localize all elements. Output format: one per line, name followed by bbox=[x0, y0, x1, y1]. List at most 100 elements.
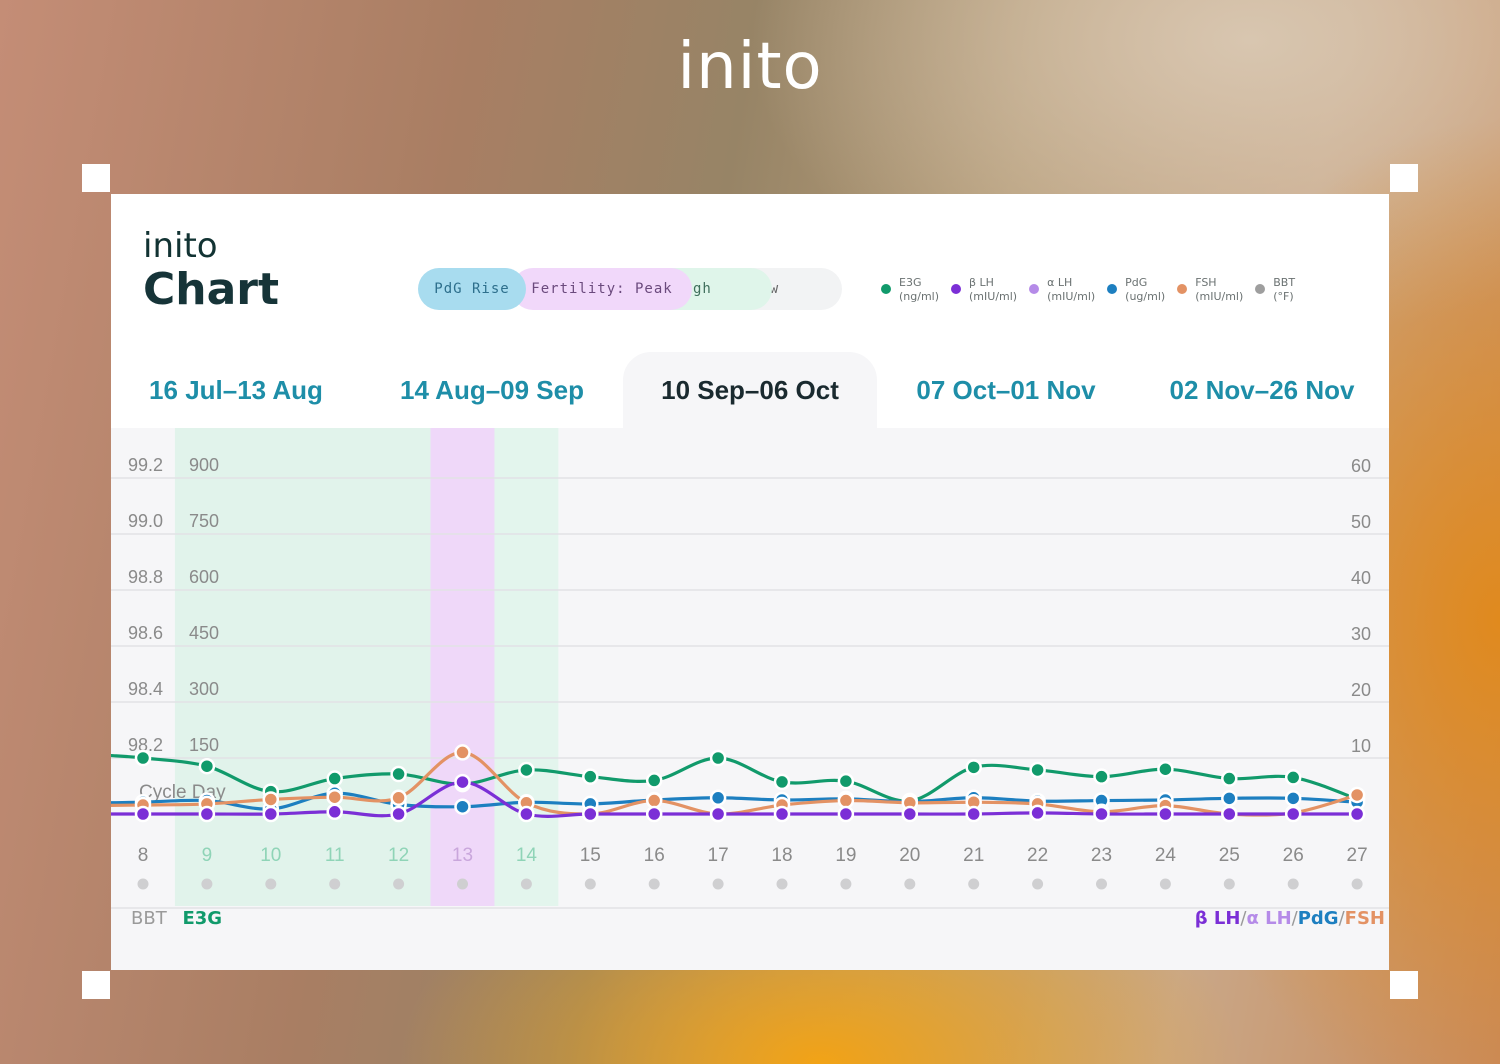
data-point-lh bbox=[837, 805, 855, 823]
data-point-e3g bbox=[198, 757, 216, 775]
cycle-day-label: 9 bbox=[202, 845, 213, 866]
bbt-point bbox=[1223, 878, 1235, 890]
cycle-day-label: 21 bbox=[963, 845, 984, 866]
bbt-point bbox=[520, 878, 532, 890]
data-point-fsh bbox=[454, 744, 471, 761]
data-point-lh bbox=[901, 805, 919, 823]
cycle-day-label: 22 bbox=[1027, 845, 1048, 866]
right-tick-label: 30 bbox=[1351, 624, 1371, 644]
bbt-point bbox=[648, 878, 660, 890]
data-point-e3g bbox=[837, 772, 855, 790]
data-point-lh bbox=[709, 805, 727, 823]
data-point-e3g bbox=[773, 773, 791, 791]
cycle-day-label: 25 bbox=[1219, 845, 1240, 866]
e3g-tick-label: 600 bbox=[189, 567, 219, 587]
legend-dot-icon bbox=[1177, 284, 1188, 294]
bbt-tick-label: 98.2 bbox=[128, 735, 163, 755]
legend-dot-icon bbox=[1029, 284, 1040, 294]
crop-handle-bottom-left bbox=[82, 971, 110, 999]
data-point-e3g bbox=[134, 749, 152, 767]
beta-lh-axis-label: β LH bbox=[1194, 908, 1241, 929]
data-point-lh bbox=[326, 803, 343, 821]
band-high bbox=[174, 428, 431, 906]
e3g-tick-label: 450 bbox=[189, 623, 219, 643]
data-point-e3g bbox=[1221, 770, 1238, 787]
brand-logo: inito bbox=[677, 30, 823, 104]
data-point-e3g bbox=[709, 749, 727, 767]
legend-fsh: FSH (mIU/ml) bbox=[1177, 276, 1243, 304]
data-point-lh bbox=[773, 805, 791, 823]
bbt-point bbox=[393, 878, 405, 890]
bbt-tick-label: 98.8 bbox=[128, 567, 163, 587]
legend-dot-icon bbox=[1107, 284, 1118, 294]
tab-cycle-4[interactable]: 07 Oct–01 Nov bbox=[916, 374, 1096, 405]
cycle-day-label: 8 bbox=[138, 845, 149, 866]
data-point-lh bbox=[1348, 805, 1366, 823]
pdg-axis-label: PdG bbox=[1297, 908, 1339, 929]
tab-cycle-5[interactable]: 02 Nov–26 Nov bbox=[1169, 374, 1355, 405]
legend-e3g: E3G (ng/ml) bbox=[881, 276, 939, 304]
crop-handle-top-right bbox=[1390, 164, 1418, 192]
crop-handle-top-left bbox=[82, 164, 110, 192]
bbt-point bbox=[1032, 878, 1044, 890]
data-point-lh bbox=[1093, 805, 1110, 823]
legend-label: α LH (mIU/ml) bbox=[1047, 276, 1096, 303]
data-point-fsh bbox=[326, 788, 343, 806]
data-point-pdg bbox=[454, 798, 471, 815]
legend-label: β LH (mIU/ml) bbox=[969, 276, 1018, 303]
bbt-point bbox=[137, 878, 149, 890]
separator: / bbox=[1240, 908, 1247, 929]
data-point-lh bbox=[1221, 805, 1238, 823]
data-point-lh bbox=[262, 805, 280, 823]
data-point-e3g bbox=[1093, 768, 1110, 785]
data-point-pdg bbox=[1284, 790, 1302, 807]
e3g-tick-label: 300 bbox=[189, 679, 219, 699]
right-tick-label: 50 bbox=[1351, 512, 1371, 532]
tab-cycle-1[interactable]: 16 Jul–13 Aug bbox=[149, 374, 323, 405]
tab-cycle-3[interactable]: 10 Sep–06 Oct bbox=[623, 352, 877, 428]
card-brand: inito bbox=[143, 226, 218, 266]
cycle-day-label: 13 bbox=[452, 845, 473, 866]
phase-legend: Low High Fertility: Peak PdG Rise bbox=[418, 268, 842, 310]
legend-dot-icon bbox=[951, 284, 962, 294]
right-tick-label: 60 bbox=[1351, 456, 1371, 476]
bbt-axis-label: BBT bbox=[131, 908, 167, 929]
cycle-day-label: 17 bbox=[708, 845, 729, 866]
e3g-tick-label: 900 bbox=[189, 455, 219, 475]
bbt-point bbox=[712, 878, 724, 890]
bbt-point bbox=[968, 878, 980, 890]
data-point-lh bbox=[965, 805, 982, 823]
cycle-tabs: 16 Jul–13 Aug 14 Aug–09 Sep 10 Sep–06 Oc… bbox=[111, 352, 1389, 428]
data-point-e3g bbox=[1157, 760, 1174, 778]
cycle-day-label: 14 bbox=[516, 845, 538, 866]
data-point-pdg bbox=[1221, 790, 1238, 807]
chart-card: inito Chart Low High Fertility: Peak PdG… bbox=[111, 194, 1389, 970]
data-point-lh bbox=[390, 805, 407, 823]
bbt-point bbox=[329, 878, 341, 890]
page-title: Chart bbox=[143, 264, 280, 315]
data-point-lh bbox=[1157, 805, 1174, 823]
e3g-tick-label: 750 bbox=[189, 511, 219, 531]
cycle-day-label: 26 bbox=[1283, 845, 1304, 866]
tab-cycle-2[interactable]: 14 Aug–09 Sep bbox=[399, 374, 584, 405]
bbt-point bbox=[776, 878, 788, 890]
fsh-axis-label: FSH bbox=[1344, 908, 1385, 929]
data-point-fsh bbox=[645, 792, 663, 809]
data-point-lh bbox=[645, 805, 663, 823]
data-point-fsh bbox=[390, 789, 407, 807]
phase-fertility-peak: Fertility: Peak bbox=[512, 268, 692, 310]
chart-svg: 99.2 900 60 99.0 750 50 98.8 600 40 98.6 450 30 98.4… bbox=[111, 428, 1389, 909]
data-point-e3g bbox=[518, 761, 535, 779]
cycle-day-label: 23 bbox=[1091, 845, 1112, 866]
data-point-e3g bbox=[645, 772, 663, 789]
data-point-lh bbox=[518, 805, 535, 823]
legend-dot-icon bbox=[881, 284, 891, 294]
left-axis-labels: BBT E3G bbox=[131, 908, 222, 929]
right-tick-label: 10 bbox=[1351, 736, 1371, 756]
cycle-day-label: 20 bbox=[899, 845, 920, 866]
bbt-point bbox=[584, 878, 596, 890]
cycle-day-label: 16 bbox=[644, 845, 665, 866]
bbt-point bbox=[457, 878, 468, 890]
chart-plot-area: 99.2 900 60 99.0 750 50 98.8 600 40 98.6 450 30 98.4… bbox=[111, 428, 1389, 970]
cycle-day-label: 12 bbox=[388, 845, 409, 866]
